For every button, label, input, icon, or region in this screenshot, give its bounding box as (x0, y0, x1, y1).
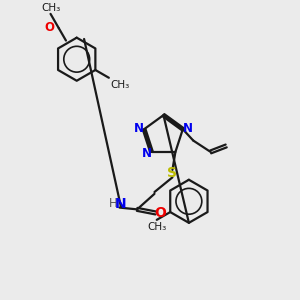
Text: CH₃: CH₃ (41, 3, 60, 13)
Text: CH₃: CH₃ (147, 222, 167, 232)
Text: N: N (134, 122, 144, 134)
Text: CH₃: CH₃ (111, 80, 130, 90)
Text: N: N (142, 147, 152, 160)
Text: N: N (115, 197, 127, 211)
Text: S: S (167, 167, 177, 181)
Text: N: N (183, 122, 193, 134)
Text: H: H (109, 197, 117, 211)
Text: O: O (44, 21, 54, 34)
Text: O: O (154, 206, 166, 220)
